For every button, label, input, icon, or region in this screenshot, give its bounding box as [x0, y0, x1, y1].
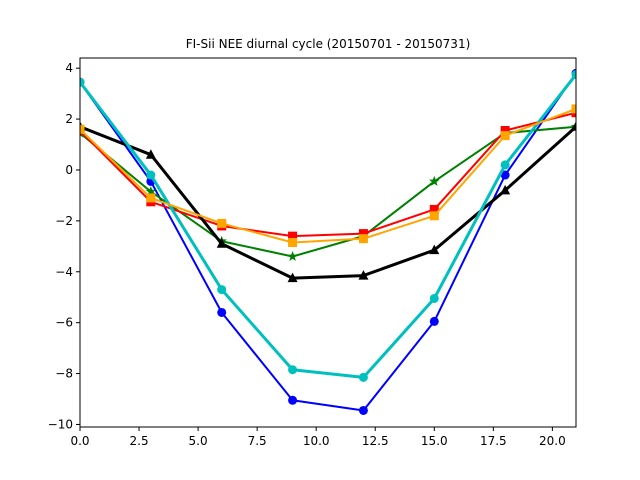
x-tick-label: 17.5: [480, 434, 507, 448]
x-tick-label: 10.0: [303, 434, 330, 448]
x-tick-label: 2.5: [130, 434, 149, 448]
series-5-point-7: [571, 104, 576, 114]
x-tick-label: 15.0: [421, 434, 448, 448]
series-2-point-4: [358, 229, 368, 239]
series-3-point-7: [571, 121, 576, 131]
y-tick-label: −6: [55, 316, 73, 330]
series-0-point-5: [429, 316, 439, 326]
x-tick-label: 0.0: [70, 434, 89, 448]
series-0-point-3: [288, 395, 298, 405]
series-2-point-6: [500, 126, 510, 136]
series-0-point-4: [358, 405, 368, 415]
series-3-point-6: [500, 184, 511, 195]
series-1-point-3: [287, 251, 298, 261]
y-tick-label: 4: [65, 61, 73, 75]
series-0-point-2: [217, 307, 227, 317]
x-tick-label: 5.0: [189, 434, 208, 448]
x-tick-label: 7.5: [248, 434, 267, 448]
series-4-line: [80, 73, 576, 379]
series-2-point-3: [288, 231, 298, 241]
series-4-point-0: [80, 77, 85, 87]
chart-title: FI-Sii NEE diurnal cycle (20150701 - 201…: [186, 37, 471, 51]
y-tick-label: −2: [55, 214, 73, 228]
y-tick-label: −4: [55, 265, 73, 279]
series-5-point-3: [288, 238, 298, 247]
series-4-point-7: [571, 70, 576, 80]
x-axis: 0.0 2.5 5.0 7.5 10.0 12.5 15.0 17.5 20.0: [70, 427, 566, 448]
series-0-point-6: [500, 170, 510, 180]
series-2-line: [80, 111, 576, 238]
x-tick-label: 20.0: [539, 434, 566, 448]
y-tick-label: 2: [65, 112, 73, 126]
series-5: [80, 104, 576, 247]
x-tick-label: 12.5: [362, 434, 389, 448]
series-3-point-3: [287, 272, 298, 283]
series-5-point-6: [500, 131, 510, 141]
series-4-point-5: [429, 293, 439, 303]
series-4-point-2: [217, 285, 227, 295]
y-axis: −10 −8 −6 −4 −2 0 2 4: [48, 61, 80, 431]
series-5-point-0: [80, 124, 85, 134]
series-5-point-5: [429, 211, 439, 221]
series-4: [80, 70, 576, 382]
plot-frame: [79, 57, 577, 428]
series-4-point-3: [288, 365, 298, 375]
series-5-line: [80, 107, 576, 244]
y-tick-label: 0: [65, 163, 73, 177]
series-3: [80, 121, 576, 283]
series-3-point-4: [358, 270, 369, 280]
series-5-point-4: [358, 234, 368, 244]
y-tick-label: −10: [48, 417, 73, 431]
series-0-line: [80, 72, 576, 412]
series-4-point-1: [146, 170, 156, 180]
series-3-point-2: [216, 238, 227, 248]
series-1-point-5: [429, 175, 440, 186]
series-5-point-1: [146, 193, 156, 203]
series-1-point-1: [145, 186, 157, 197]
series-4-point-4: [358, 372, 368, 382]
series-2-point-5: [429, 204, 439, 214]
series-0: [80, 68, 576, 415]
series-1-line: [80, 125, 576, 258]
series-3-point-1: [145, 149, 156, 159]
y-tick-label: −8: [55, 367, 73, 381]
series-3-line: [80, 125, 576, 280]
series-5-point-2: [217, 218, 227, 228]
series-3-point-5: [429, 244, 440, 255]
series-4-point-6: [500, 160, 510, 170]
